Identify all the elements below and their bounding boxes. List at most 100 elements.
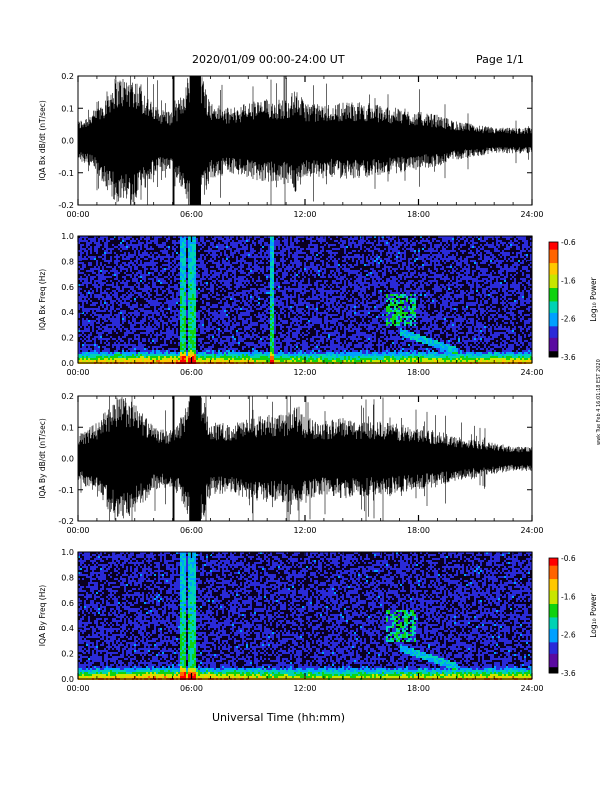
spectrogram-cell xyxy=(268,302,270,304)
spectrogram-cell xyxy=(300,326,302,328)
spectrogram-cell xyxy=(308,346,310,348)
spectrogram-cell xyxy=(188,340,190,342)
spectrogram-cell xyxy=(100,328,102,330)
spectrogram-cell xyxy=(198,324,200,326)
spectrogram-cell xyxy=(188,316,190,318)
spectrogram-cell xyxy=(196,328,198,330)
spectrogram-cell xyxy=(166,276,168,278)
spectrogram-cell xyxy=(94,358,96,360)
spectrogram-cell xyxy=(282,360,284,362)
spectrogram-cell xyxy=(190,308,192,310)
spectrogram-cell xyxy=(130,314,132,316)
spectrogram-cell xyxy=(172,286,174,288)
spectrogram-cell xyxy=(190,252,192,254)
spectrogram-cell xyxy=(146,238,148,240)
spectrogram-cell xyxy=(236,360,238,362)
spectrogram-cell xyxy=(216,250,218,252)
spectrogram-cell xyxy=(258,320,260,322)
spectrogram-cell xyxy=(174,304,176,306)
spectrogram-cell xyxy=(144,276,146,278)
spectrogram-cell xyxy=(236,256,238,258)
spectrogram-cell xyxy=(190,314,192,316)
spectrogram-cell xyxy=(260,358,262,360)
spectrogram-cell xyxy=(290,242,292,244)
spectrogram-cell xyxy=(136,352,138,354)
spectrogram-cell xyxy=(168,268,170,270)
spectrogram-cell xyxy=(136,338,138,340)
spectrogram-cell xyxy=(322,352,324,354)
spectrogram-cell xyxy=(242,280,244,282)
spectrogram-cell xyxy=(182,292,184,294)
spectrogram-cell xyxy=(258,302,260,304)
spectrogram-cell xyxy=(174,270,176,272)
spectrogram-cell xyxy=(284,254,286,256)
spectrogram-cell xyxy=(314,346,316,348)
spectrogram-cell xyxy=(168,358,170,360)
spectrogram-cell xyxy=(272,272,274,274)
spectrogram-cell xyxy=(138,258,140,260)
spectrogram-cell xyxy=(262,288,264,290)
spectrogram-cell xyxy=(230,332,232,334)
spectrogram-cell xyxy=(262,306,264,308)
spectrogram-cell xyxy=(280,320,282,322)
spectrogram-cell xyxy=(192,328,194,330)
spectrogram-cell xyxy=(222,274,224,276)
spectrogram-cell xyxy=(284,268,286,270)
spectrogram-cell xyxy=(126,270,128,272)
spectrogram-cell xyxy=(166,260,168,262)
spectrogram-cell xyxy=(218,356,220,358)
spectrogram-cell xyxy=(192,308,194,310)
spectrogram-cell xyxy=(270,238,272,240)
spectrogram-cell xyxy=(84,250,86,252)
spectrogram-cell xyxy=(306,356,308,358)
spectrogram-cell xyxy=(190,336,192,338)
spectrogram-cell xyxy=(180,316,182,318)
spectrogram-cell xyxy=(250,360,252,362)
spectrogram-cell xyxy=(272,274,274,276)
spectrogram-cell xyxy=(302,240,304,242)
spectrogram-cell xyxy=(248,254,250,256)
spectrogram-cell xyxy=(274,350,276,352)
spectrogram-cell xyxy=(300,284,302,286)
spectrogram-cell xyxy=(198,242,200,244)
spectrogram-cell xyxy=(194,304,196,306)
spectrogram-cell xyxy=(276,266,278,268)
spectrogram-cell xyxy=(300,312,302,314)
spectrogram-cell xyxy=(246,326,248,328)
spectrogram-cell xyxy=(230,336,232,338)
spectrogram-cell xyxy=(160,354,162,356)
spectrogram-cell xyxy=(254,348,256,350)
spectrogram-cell xyxy=(208,292,210,294)
spectrogram-cell xyxy=(270,244,272,246)
spectrogram-cell xyxy=(308,248,310,250)
spectrogram-cell xyxy=(220,352,222,354)
spectrogram-cell xyxy=(148,300,150,302)
spectrogram-cell xyxy=(182,244,184,246)
spectrogram-cell xyxy=(100,340,102,342)
spectrogram-cell xyxy=(122,356,124,358)
spectrogram-cell xyxy=(258,352,260,354)
spectrogram-cell xyxy=(284,250,286,252)
spectrogram-cell xyxy=(294,238,296,240)
spectrogram-cell xyxy=(170,306,172,308)
spectrogram-cell xyxy=(286,280,288,282)
spectrogram-cell xyxy=(246,302,248,304)
spectrogram-cell xyxy=(290,278,292,280)
spectrogram-cell xyxy=(218,302,220,304)
spectrogram-cell xyxy=(142,236,144,238)
spectrogram-cell xyxy=(182,320,184,322)
spectrogram-cell xyxy=(292,254,294,256)
spectrogram-cell xyxy=(98,316,100,318)
spectrogram-cell xyxy=(82,296,84,298)
spectrogram-cell xyxy=(224,354,226,356)
spectrogram-cell xyxy=(154,326,156,328)
spectrogram-cell xyxy=(114,358,116,360)
spectrogram-cell xyxy=(260,350,262,352)
spectrogram-cell xyxy=(284,306,286,308)
spectrogram-cell xyxy=(248,256,250,258)
spectrogram-cell xyxy=(288,336,290,338)
spectrogram-cell xyxy=(116,298,118,300)
spectrogram-cell xyxy=(88,338,90,340)
spectrogram-cell xyxy=(80,254,82,256)
spectrogram-cell xyxy=(194,340,196,342)
